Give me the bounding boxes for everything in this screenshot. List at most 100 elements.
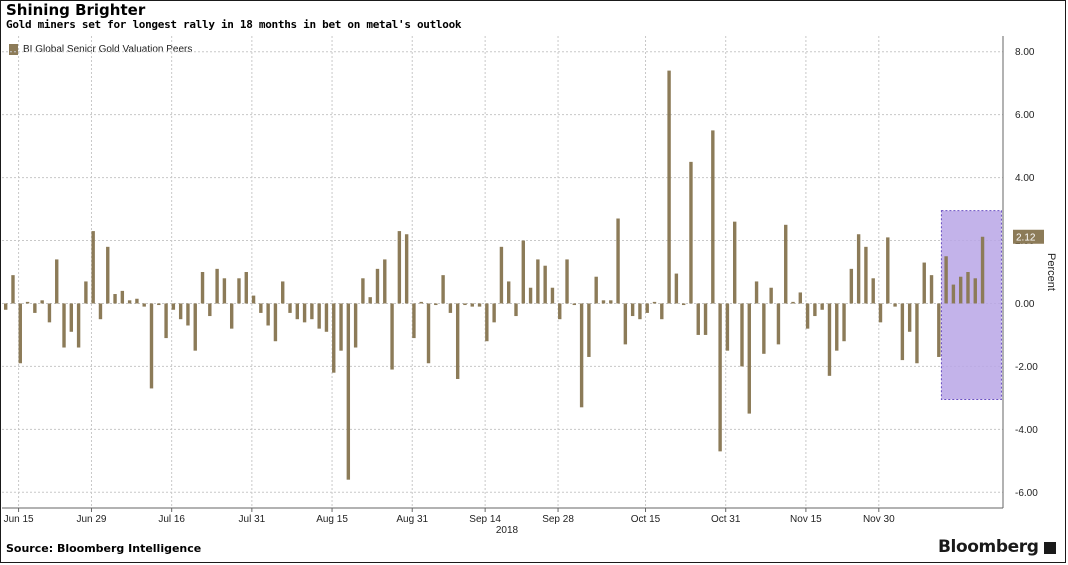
bar [718,303,722,452]
bar [178,303,183,320]
bar [302,303,307,323]
bar [346,303,351,480]
bar [922,262,926,304]
bar [251,295,256,304]
bar [266,303,270,326]
bar [412,303,416,339]
bar [827,303,832,376]
bar [310,303,314,320]
bar [711,130,715,304]
bar [929,275,934,304]
bar [835,303,839,351]
bar [40,300,44,304]
bar [733,221,737,304]
bar [966,272,970,304]
bar [164,303,168,339]
bar [703,303,708,335]
bar [499,246,504,304]
bar [842,303,846,342]
bar [594,276,598,304]
bar [725,303,730,351]
x-tick-label: Sep 14 [469,514,501,525]
bar [864,246,868,304]
bar [944,256,948,304]
bar [579,303,584,408]
y-tick-label: -6.00 [1015,488,1038,499]
x-tick-label: Nov 15 [790,514,822,525]
bar [776,303,781,345]
bar [229,303,234,329]
bar [565,259,569,304]
bar [754,281,759,304]
bar [587,303,591,357]
bar [609,300,613,304]
bar [361,278,365,304]
bar [332,303,336,373]
bar [383,259,387,304]
last-value-tag [1013,229,1044,244]
x-tick-label: Oct 15 [631,514,661,525]
bar [528,287,533,304]
bar [973,278,977,304]
bar [390,303,394,370]
bar [368,297,372,304]
bar [157,303,161,306]
y-tick-label: 4.00 [1015,173,1035,184]
bar [237,278,241,304]
bar [856,234,861,304]
bar [288,303,292,313]
x-year-label: 2018 [496,525,519,536]
bar [98,303,103,320]
bar [630,303,635,317]
bar [339,303,343,351]
source-note: Source: Bloomberg Intelligence [6,542,202,555]
bar [353,303,358,348]
x-tick-label: Aug 15 [316,514,348,525]
highlight-box [940,210,1002,400]
bar [419,301,423,304]
bar [18,303,22,364]
bar [244,272,248,304]
bar [886,237,890,304]
bar [601,300,606,304]
chart-title: Shining Brighter [6,1,146,19]
bar [980,236,985,304]
x-tick-label: Sep 28 [542,514,574,525]
bar [681,303,686,306]
bar [784,224,788,304]
bar [142,303,146,307]
bar [127,300,132,304]
bar [470,303,474,307]
bar [222,278,227,304]
bar [507,281,511,304]
legend-swatch [9,44,18,55]
x-tick-label: Jul 31 [239,514,266,525]
bar [477,303,482,307]
bar [11,275,15,304]
bar [463,303,467,306]
bar [47,303,52,323]
bar [740,303,744,367]
last-value-label: 2.12 [1016,232,1036,243]
bar [893,303,897,307]
legend: BI Global Senior Gold Valuation Peers [9,44,192,55]
bar [33,303,37,313]
bar [645,303,649,313]
y-tick-label: 0.00 [1015,299,1035,310]
bar [616,218,620,304]
bar [397,231,402,304]
bar [747,303,751,414]
bar [149,303,154,389]
bar [871,278,875,304]
x-tick-label: Oct 31 [711,514,741,525]
bar [791,301,795,304]
y-axis-title: Percent [1045,253,1057,291]
bar [4,303,8,310]
bar [55,259,59,304]
x-tick-label: Nov 30 [863,514,895,525]
bar [295,303,299,320]
x-tick-label: Jul 16 [158,514,185,525]
x-tick-label: Aug 31 [396,514,428,525]
bar [937,303,941,357]
